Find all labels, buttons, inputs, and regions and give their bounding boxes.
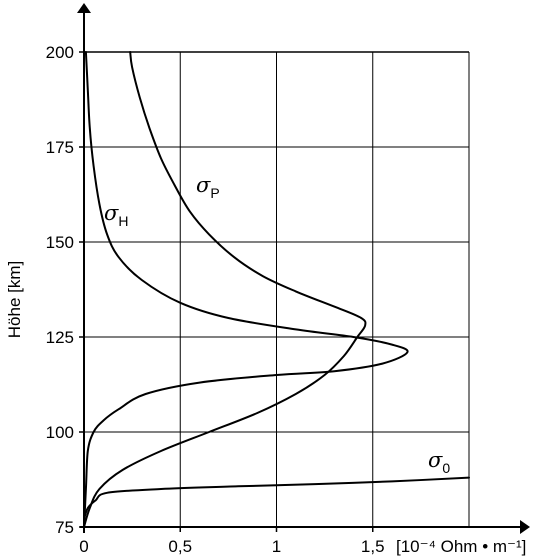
series-label-H: σH bbox=[104, 201, 128, 229]
x-tick-label-0: 0 bbox=[79, 537, 88, 556]
x-axis-label: [10⁻⁴ Ohm • m⁻¹] bbox=[396, 537, 526, 556]
y-tick-label-1: 100 bbox=[46, 423, 74, 442]
y-axis-label: Höhe [km] bbox=[5, 261, 24, 338]
y-tick-label-0: 75 bbox=[55, 518, 74, 537]
grid bbox=[84, 51, 470, 527]
axes bbox=[77, 3, 530, 534]
y-tick-label-4: 175 bbox=[46, 138, 74, 157]
series-line-H bbox=[83, 51, 409, 528]
series-label-0: σ0 bbox=[428, 448, 450, 476]
x-tick-label-1: 0,5 bbox=[168, 537, 192, 556]
series-line-0 bbox=[83, 476, 470, 521]
series-label-P: σP bbox=[196, 173, 220, 201]
y-tick-label-2: 125 bbox=[46, 328, 74, 347]
y-tick-label-3: 150 bbox=[46, 233, 74, 252]
y-tick-label-5: 200 bbox=[46, 43, 74, 62]
labels: 75 100 125 150 175 200 0 0,5 1 1,5 [10⁻⁴ Ohm • m⁻¹… bbox=[5, 43, 526, 556]
x-tick-label-3: 1,5 bbox=[361, 537, 385, 556]
series-line-P bbox=[83, 51, 367, 528]
x-tick-label-2: 1 bbox=[272, 537, 281, 556]
series-lines bbox=[83, 51, 470, 528]
